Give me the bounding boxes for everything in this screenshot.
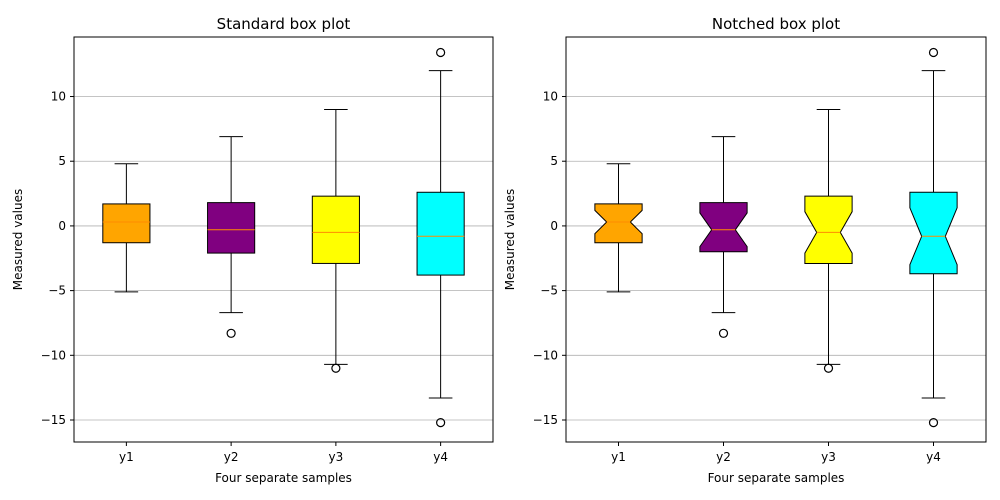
p0-xtick-label-y1: y1 [119, 450, 134, 464]
p0-xtick-label-y4: y4 [433, 450, 448, 464]
p1-xlabel: Four separate samples [708, 471, 845, 485]
p1-xtick-label-y4: y4 [926, 450, 941, 464]
p1-ytick-label-5: 10 [543, 90, 558, 104]
p0-xlabel: Four separate samples [215, 471, 352, 485]
p0-ytick-label-0: −15 [41, 413, 66, 427]
p1-ylabel: Measured values [503, 189, 517, 290]
p1-y3-outlier-0 [823, 363, 834, 373]
p1-y4-outlier-1 [928, 417, 939, 428]
p0-xtick-label-y3: y3 [329, 450, 344, 464]
p1-xtick-label-y1: y1 [611, 450, 626, 464]
p1-xtick-label-y3: y3 [821, 450, 836, 464]
p0-xtick-label-y2: y2 [224, 450, 239, 464]
standard-box-plot-panel: −15 −10 −5 0 5 10 y1 y2 y3 y4 Standard box plot Fou… [11, 15, 494, 485]
p0-y4-outlier-1 [436, 417, 446, 428]
p1-y2-outlier-0 [718, 328, 729, 338]
p0-y2-outlier-0 [226, 328, 236, 338]
p1-ytick-label-0: −15 [533, 413, 558, 427]
p0-ytick-label-1: −10 [41, 348, 66, 362]
notched-box-plot-panel: −15 −10 −5 0 5 10 y1 y2 y3 y4 Notched box plot Four… [503, 15, 987, 485]
p1-ytick-label-1: −10 [533, 348, 558, 362]
p1-ytick-label-3: 0 [550, 219, 558, 233]
p1-y4-outlier-0 [928, 47, 939, 58]
p0-y2-box [207, 202, 256, 254]
p0-ytick-label-4: 5 [58, 154, 66, 168]
p1-ytick-label-2: −5 [540, 284, 558, 298]
p0-ytick-label-3: 0 [58, 219, 66, 233]
p0-y4-outlier-0 [436, 47, 446, 58]
p1-title: Notched box plot [712, 15, 840, 33]
p0-y3-outlier-0 [331, 363, 341, 373]
p1-xtick-label-y2: y2 [716, 450, 731, 464]
p0-axes-frame [73, 36, 494, 443]
p1-y1-box [594, 203, 643, 244]
p1-y2-box [699, 202, 748, 253]
p1-ytick-label-4: 5 [550, 154, 558, 168]
p0-ylabel: Measured values [11, 189, 25, 290]
p1-y3-box [804, 195, 853, 264]
p0-ytick-label-2: −5 [48, 284, 66, 298]
p1-y4-box [909, 191, 958, 275]
p0-y4-box [416, 191, 465, 276]
p0-y3-box [311, 195, 360, 264]
p1-axes-frame [565, 36, 987, 443]
p0-y1-box [102, 203, 151, 244]
p0-ytick-label-5: 10 [51, 90, 66, 104]
p0-title: Standard box plot [217, 15, 351, 33]
